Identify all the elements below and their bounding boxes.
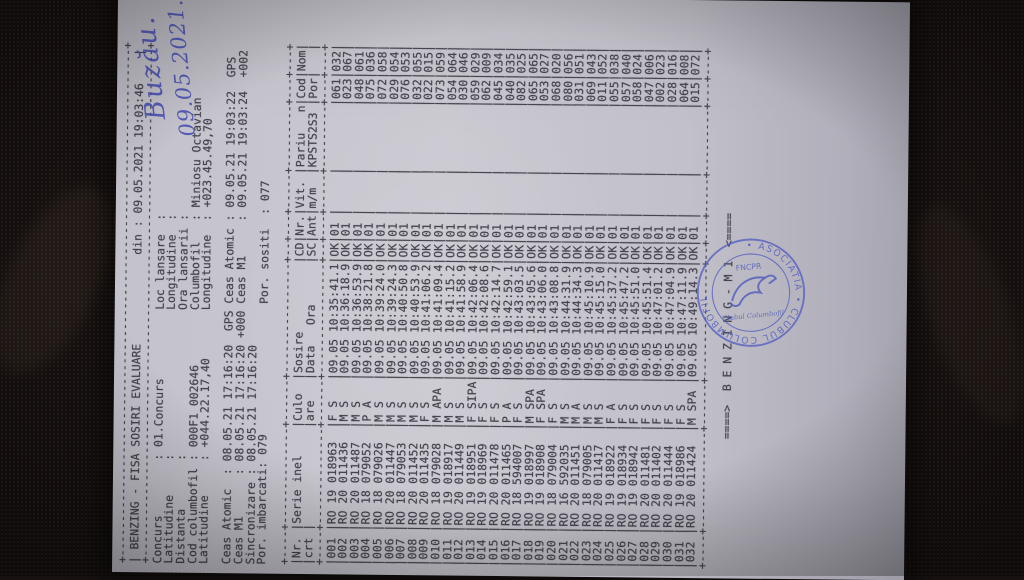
club-stamp: • ASOCIATIA • CLUBUL COLUMBOFIL FNCPR Cl…: [694, 235, 808, 350]
stamp-center-text: FNCPR: [735, 261, 762, 272]
paper-sheet: +---------------------------------------…: [112, 0, 911, 580]
stamp-inner-ring: [711, 253, 791, 332]
stamp-outer-ring: [696, 238, 806, 347]
printout-text: +---------------------------------------…: [115, 41, 736, 570]
pigeon-icon: [729, 274, 778, 308]
stamp-sub-text: Clubul Columbofil: [722, 309, 784, 323]
